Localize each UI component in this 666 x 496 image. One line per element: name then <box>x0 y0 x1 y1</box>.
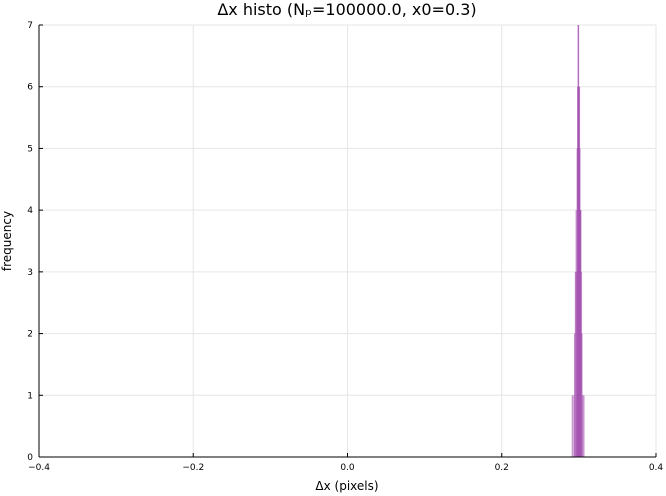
y-tick-label: 5 <box>27 144 33 154</box>
y-tick-label: 0 <box>27 453 33 463</box>
x-tick-label: 0.4 <box>649 463 664 473</box>
y-tick-labels: 0 1 2 3 4 5 6 7 <box>27 21 43 463</box>
y-tick-label: 4 <box>27 206 33 216</box>
x-axis-label: Δx (pixels) <box>315 479 378 493</box>
histogram-bar <box>580 271 582 457</box>
histogram-bar <box>573 395 575 457</box>
x-tick-label: 0.0 <box>340 463 355 473</box>
x-tick-label: −0.2 <box>182 463 204 473</box>
y-tick-label: 6 <box>27 83 33 93</box>
x-tick-label: −0.4 <box>28 463 50 473</box>
histogram-bar <box>571 395 573 457</box>
x-tick-labels: −0.4 −0.2 0.0 0.2 0.4 <box>28 453 663 473</box>
y-tick-label: 3 <box>27 268 33 278</box>
histogram-bar <box>581 333 583 457</box>
histogram-bars <box>571 25 585 457</box>
histogram-bar <box>574 333 576 457</box>
histogram-bar <box>574 271 576 457</box>
histogram-bar <box>582 395 584 457</box>
chart-title: Δx histo (Nₚ=100000.0, x0=0.3) <box>217 0 476 19</box>
y-tick-label: 7 <box>27 21 33 31</box>
x-tick-label: 0.2 <box>495 463 509 473</box>
y-tick-label: 2 <box>27 330 33 340</box>
y-axis-label: frequency <box>0 211 14 271</box>
histogram-bar <box>583 395 585 457</box>
y-tick-label: 1 <box>27 391 33 401</box>
grid <box>38 24 657 458</box>
